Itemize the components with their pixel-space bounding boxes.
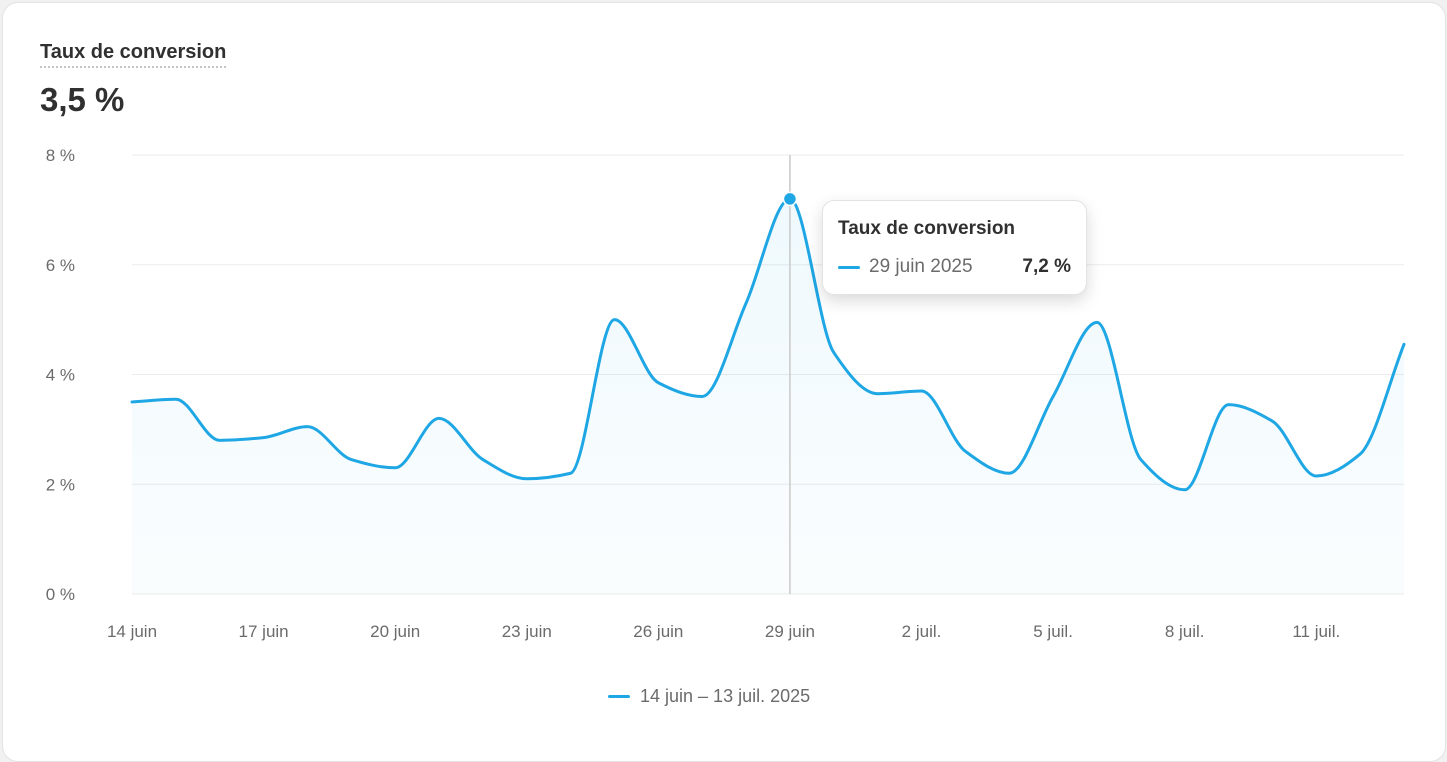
data-point (743, 300, 749, 306)
x-axis: 14 juin 17 juin 20 juin 23 juin 26 juin 29 ju… (107, 622, 1340, 641)
data-point (392, 465, 398, 471)
tooltip-date: 29 juin 2025 (869, 256, 973, 277)
x-tick-label: 2 juil. (902, 622, 942, 641)
series-area (132, 198, 1404, 594)
data-point (611, 317, 617, 323)
data-point (1313, 473, 1319, 479)
data-point (261, 435, 267, 441)
data-point (919, 388, 925, 394)
x-tick-label: 17 juin (239, 622, 289, 641)
data-point (480, 457, 486, 463)
data-point (217, 437, 223, 443)
chart-tooltip: Taux de conversion 29 juin 2025 7,2 % (822, 200, 1087, 295)
data-point (1269, 418, 1275, 424)
legend-swatch (608, 694, 630, 698)
x-tick-label: 5 juil. (1033, 622, 1073, 641)
metric-title[interactable]: Taux de conversion (40, 41, 227, 68)
x-tick-label: 20 juin (370, 622, 420, 641)
data-point (699, 393, 705, 399)
data-point (348, 457, 354, 463)
y-tick-label: 6 % (46, 256, 75, 275)
data-point (524, 476, 530, 482)
chart-legend[interactable]: 14 juin – 13 juil. 2025 (608, 684, 810, 708)
x-tick-label: 23 juin (502, 622, 552, 641)
data-point (1094, 319, 1100, 325)
data-point (655, 380, 661, 386)
data-point (1006, 470, 1012, 476)
data-point (1401, 341, 1407, 347)
y-tick-label: 0 % (46, 585, 75, 604)
data-point (129, 399, 135, 405)
data-point (568, 470, 574, 476)
data-point (304, 424, 310, 430)
tooltip-value: 7,2 % (1022, 256, 1071, 277)
data-point (1226, 402, 1232, 408)
highlight-point[interactable] (782, 191, 798, 207)
data-point (962, 448, 968, 454)
y-tick-label: 4 % (46, 366, 75, 385)
y-tick-label: 8 % (46, 146, 75, 165)
data-point (875, 391, 881, 397)
data-point (1357, 451, 1363, 457)
y-tick-label: 2 % (46, 475, 75, 494)
x-tick-label: 11 juil. (1292, 622, 1340, 641)
data-point (831, 350, 837, 356)
data-point (436, 415, 442, 421)
legend-label: 14 juin – 13 juil. 2025 (640, 685, 811, 706)
conversion-rate-chart: 0 % 2 % 4 % 6 % 8 % 14 juin 17 juin 20 juin 23 … (46, 146, 1407, 641)
data-point (1138, 457, 1144, 463)
data-point (173, 396, 179, 402)
x-tick-label: 26 juin (633, 622, 683, 641)
tooltip-series-swatch (838, 266, 860, 269)
x-tick-label: 29 juin (765, 622, 815, 641)
data-point (1182, 487, 1188, 493)
y-axis: 0 % 2 % 4 % 6 % 8 % (46, 146, 75, 604)
metric-value: 3,5 % (40, 81, 125, 118)
x-tick-label: 8 juil. (1165, 622, 1205, 641)
x-tick-label: 14 juin (107, 622, 157, 641)
tooltip-title: Taux de conversion (838, 218, 1016, 239)
data-point (1050, 393, 1056, 399)
